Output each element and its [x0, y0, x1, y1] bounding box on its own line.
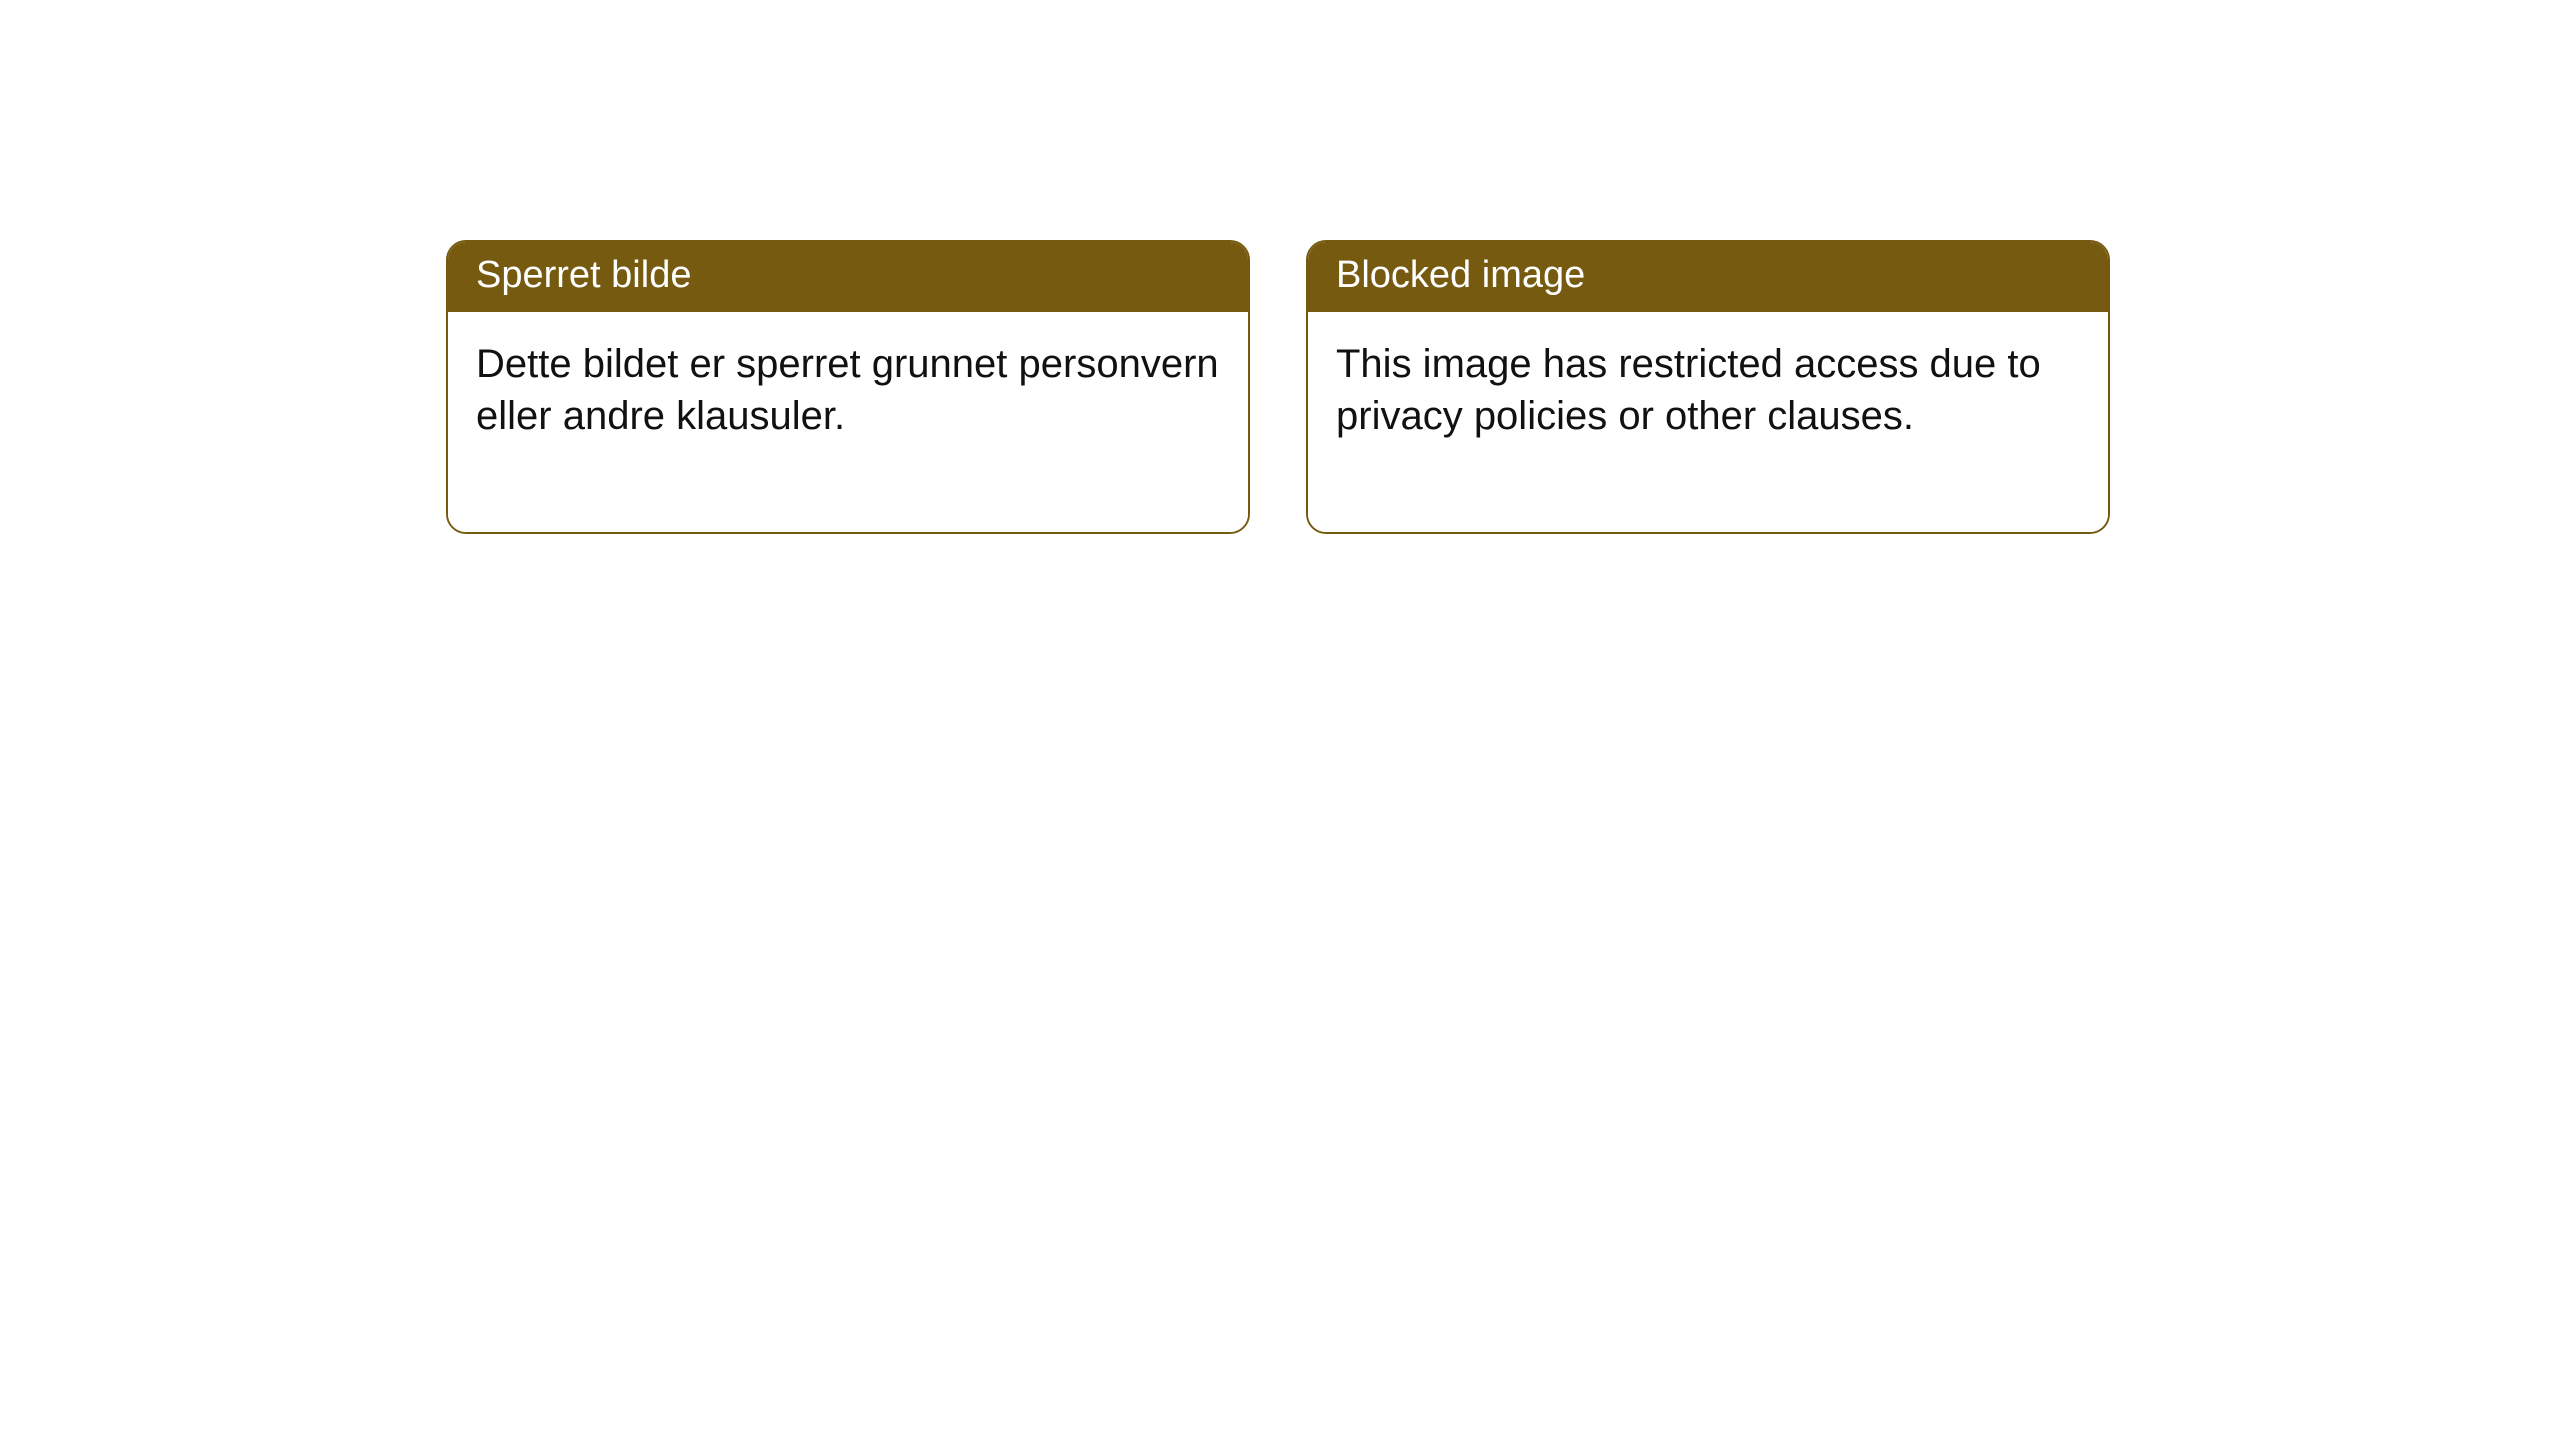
- notice-card-title: Blocked image: [1308, 242, 2108, 312]
- notice-card-english: Blocked image This image has restricted …: [1306, 240, 2110, 534]
- notice-card-norwegian: Sperret bilde Dette bildet er sperret gr…: [446, 240, 1250, 534]
- notice-card-body: This image has restricted access due to …: [1308, 312, 2108, 532]
- notice-card-title: Sperret bilde: [448, 242, 1248, 312]
- notice-card-body: Dette bildet er sperret grunnet personve…: [448, 312, 1248, 532]
- notice-card-row: Sperret bilde Dette bildet er sperret gr…: [0, 0, 2560, 534]
